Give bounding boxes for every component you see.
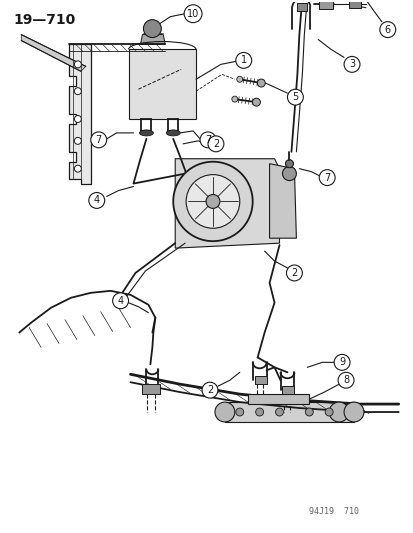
Text: 7: 7 <box>204 135 211 145</box>
Circle shape <box>206 195 219 208</box>
Circle shape <box>74 138 81 144</box>
Circle shape <box>318 169 335 185</box>
Circle shape <box>214 402 234 422</box>
Text: 6: 6 <box>384 25 390 35</box>
Text: 2: 2 <box>206 385 213 395</box>
Polygon shape <box>140 35 165 44</box>
Circle shape <box>343 402 363 422</box>
Circle shape <box>328 402 348 422</box>
Text: 2: 2 <box>291 268 297 278</box>
Text: 4: 4 <box>93 196 100 205</box>
Circle shape <box>231 96 237 102</box>
Circle shape <box>186 175 239 228</box>
Bar <box>348 0 360 8</box>
Circle shape <box>333 354 349 370</box>
Circle shape <box>74 61 81 68</box>
Polygon shape <box>247 394 309 404</box>
Circle shape <box>235 52 251 68</box>
Polygon shape <box>269 164 296 238</box>
Text: 7: 7 <box>95 135 102 145</box>
Circle shape <box>252 98 260 106</box>
Circle shape <box>184 5 202 22</box>
Text: 2: 2 <box>212 139 218 149</box>
Circle shape <box>90 132 107 148</box>
Polygon shape <box>69 44 90 183</box>
Circle shape <box>275 408 283 416</box>
Text: 7: 7 <box>323 173 330 183</box>
Circle shape <box>282 167 296 181</box>
Circle shape <box>199 132 216 148</box>
Text: 5: 5 <box>292 92 298 102</box>
Bar <box>254 376 266 384</box>
Circle shape <box>74 116 81 123</box>
Text: 3: 3 <box>348 59 354 69</box>
Circle shape <box>255 408 263 416</box>
Circle shape <box>337 372 353 388</box>
Bar <box>297 3 306 11</box>
Polygon shape <box>175 159 279 248</box>
Ellipse shape <box>139 130 153 136</box>
Circle shape <box>143 20 161 37</box>
Circle shape <box>202 382 217 398</box>
Bar <box>282 386 294 394</box>
Circle shape <box>257 79 265 87</box>
Circle shape <box>287 89 303 105</box>
Circle shape <box>112 293 128 309</box>
Circle shape <box>74 165 81 172</box>
Bar <box>318 0 332 9</box>
Text: 1: 1 <box>240 55 246 66</box>
Circle shape <box>88 192 104 208</box>
Polygon shape <box>224 402 353 422</box>
Text: 10: 10 <box>187 9 199 19</box>
Circle shape <box>305 408 313 416</box>
Circle shape <box>173 161 252 241</box>
Text: 19—710: 19—710 <box>13 13 76 27</box>
Circle shape <box>286 265 301 281</box>
Polygon shape <box>128 50 196 119</box>
Text: 8: 8 <box>342 375 348 385</box>
Circle shape <box>379 22 395 37</box>
Circle shape <box>285 160 293 168</box>
Text: 9: 9 <box>338 357 344 367</box>
Circle shape <box>236 76 242 82</box>
Circle shape <box>207 136 223 152</box>
Text: 4: 4 <box>117 296 123 306</box>
Circle shape <box>343 56 359 72</box>
Circle shape <box>74 88 81 95</box>
Text: 94J19  710: 94J19 710 <box>309 507 358 516</box>
Bar <box>142 384 160 394</box>
Circle shape <box>235 408 243 416</box>
Circle shape <box>325 408 332 416</box>
Ellipse shape <box>166 130 180 136</box>
Polygon shape <box>21 35 85 71</box>
